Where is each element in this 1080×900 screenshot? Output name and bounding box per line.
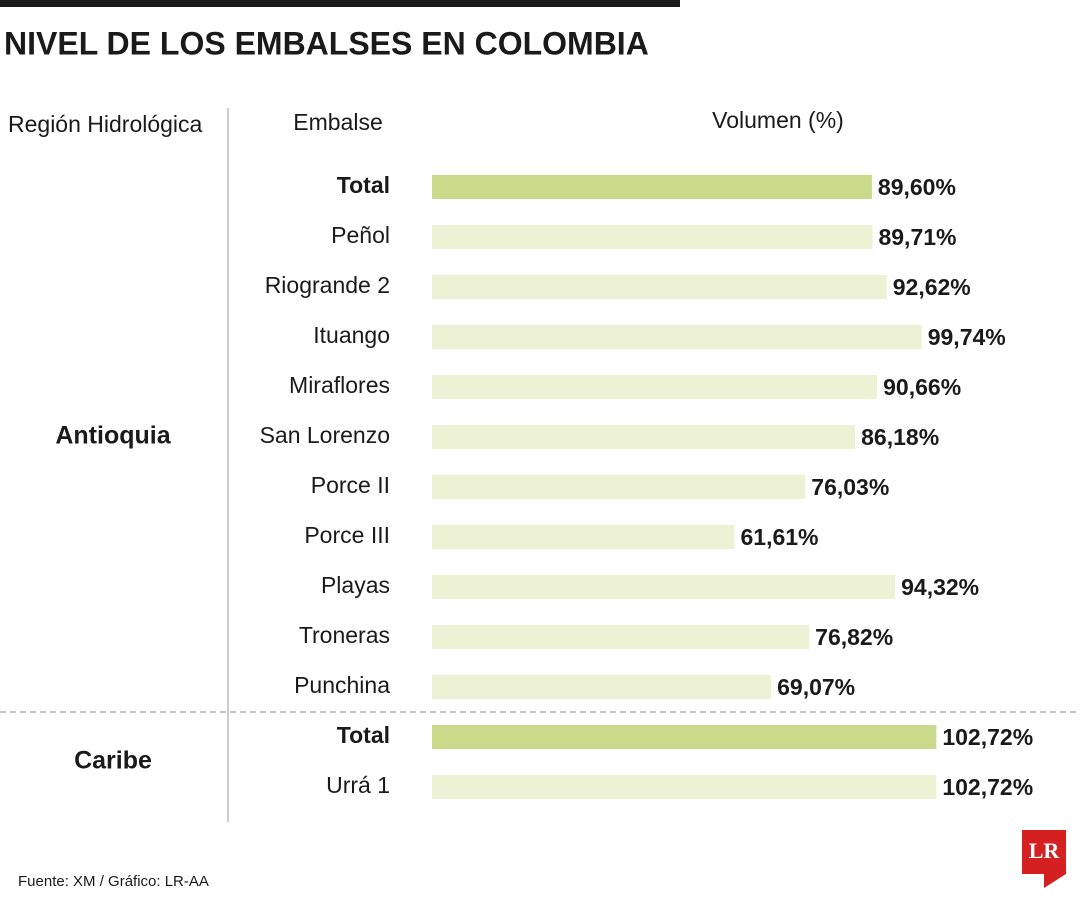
value-label: 89,71% [878,224,956,250]
logo-tail [1044,874,1066,888]
column-header: Región Hidrológica [8,111,203,137]
value-label: 90,66% [883,374,961,400]
bar [432,225,873,249]
value-label: 76,82% [815,624,893,650]
bar [432,775,937,799]
logo: LR [1029,838,1061,863]
value-label: 92,62% [893,274,971,300]
category-label: Riogrande 2 [265,272,390,298]
value-label: 102,72% [942,724,1033,750]
category-label: Porce III [304,522,390,548]
column-header: Volumen (%) [712,107,844,133]
value-label: 86,18% [861,424,939,450]
source: Fuente: XM / Gráfico: LR-AA [18,873,209,890]
bar [432,325,922,349]
bar [432,425,856,449]
value-label: 69,07% [777,674,855,700]
category-label: Porce II [311,472,390,498]
bar [432,725,937,749]
bar [432,675,772,699]
value-label: 89,60% [878,174,956,200]
category-label: Punchina [294,672,390,698]
bar [432,375,878,399]
column-header: Embalse [293,109,382,135]
bar [432,275,887,299]
value-label: 76,03% [811,474,889,500]
category-label: Total [337,722,390,748]
value-label: 94,32% [901,574,979,600]
category-label: Total [337,172,390,198]
title-rule [0,0,680,7]
category-label: Troneras [299,622,390,648]
region-label: Antioquia [55,422,171,450]
value-label: 99,74% [928,324,1006,350]
category-label: Urrá 1 [326,772,390,798]
category-label: Miraflores [289,372,390,398]
bar [432,475,806,499]
value-label: 102,72% [942,774,1033,800]
chart-title: NIVEL DE LOS EMBALSES EN COLOMBIA [4,25,649,61]
category-label: Playas [321,572,390,598]
bar [432,525,735,549]
logo-box [1022,830,1066,874]
category-label: Ituango [313,322,390,348]
category-label: San Lorenzo [260,422,390,448]
bar [432,575,896,599]
bar [432,625,810,649]
value-label: 61,61% [741,524,819,550]
category-label: Peñol [331,222,390,248]
bar [432,175,872,199]
region-label: Caribe [74,747,152,775]
